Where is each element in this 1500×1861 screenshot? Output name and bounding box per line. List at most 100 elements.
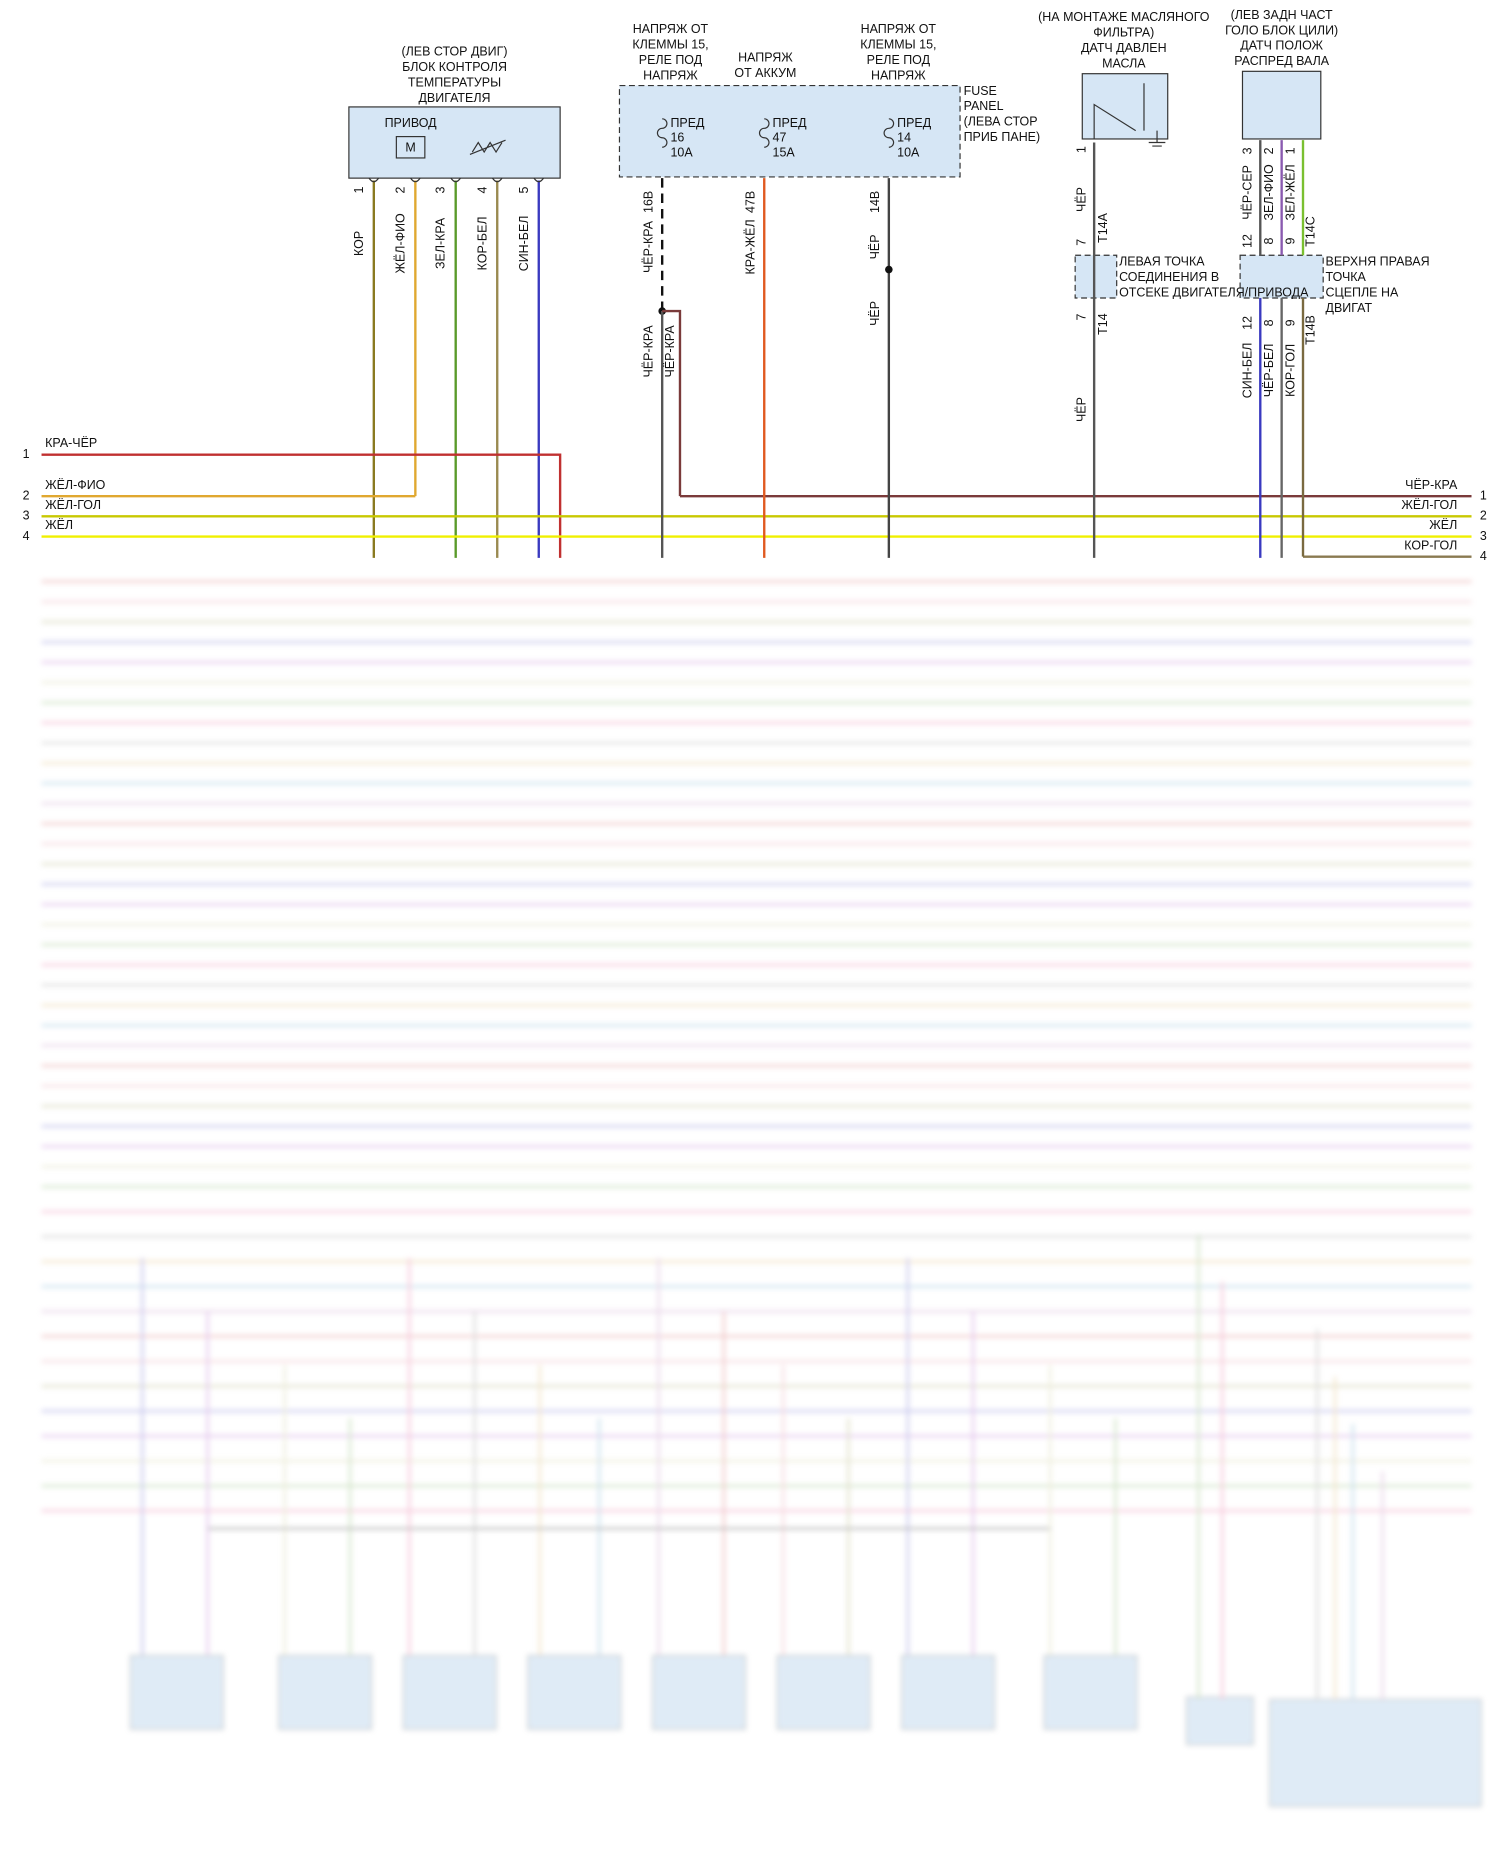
location: ФИЛЬТРА) — [1093, 26, 1154, 40]
connector-label: T14C — [1304, 216, 1318, 246]
motor-symbol — [395, 135, 426, 159]
fuse-pin: 14B — [868, 191, 882, 213]
blurred-box — [776, 1654, 871, 1730]
fuse-number: 16 — [670, 131, 684, 145]
pin-hook — [450, 177, 461, 183]
fuse-supply: НАПРЯЖ — [643, 68, 698, 82]
splice-name: ВЕРХНЯ ПРАВАЯ — [1326, 255, 1430, 269]
component-name: МАСЛА — [1102, 56, 1146, 70]
thermistor-symbol — [469, 139, 506, 155]
left-splice — [1074, 254, 1118, 299]
fuse-symbols — [656, 118, 895, 148]
fuse-supply: РЕЛЕ ПОД — [867, 53, 931, 67]
bus-pin: 2 — [23, 488, 30, 502]
pin-hook — [533, 177, 545, 183]
blurred-box — [1043, 1654, 1138, 1730]
fuse-panel-name: ПРИБ ПАНЕ) — [964, 130, 1041, 144]
blurred-box — [901, 1654, 996, 1730]
pin-hook — [491, 177, 503, 183]
splice-name: СОЕДИНЕНИЯ В — [1119, 270, 1219, 284]
pin-label: 3 — [1241, 147, 1255, 154]
fuse-rating: 10A — [897, 146, 920, 160]
connector-label: T14 — [1096, 313, 1110, 335]
splice-name: ТОЧКА — [1326, 270, 1367, 284]
fuse-number: 14 — [897, 131, 911, 145]
fuse-rating: 10A — [670, 146, 693, 160]
pin-label: 7 — [1075, 239, 1089, 246]
wire-label: ЗЕЛ-КРА — [434, 217, 448, 269]
pin-label: 7 — [1075, 313, 1089, 320]
bus-pin: 1 — [1480, 488, 1487, 502]
component-name: ДВИГАТЕЛЯ — [419, 91, 491, 105]
fuse-supply: НАПРЯЖ ОТ — [633, 22, 709, 36]
wire-label: КОР-БЕЛ — [475, 216, 489, 270]
fuse-label: ПРЕД — [897, 116, 932, 130]
pin-hook — [410, 177, 421, 183]
pin-hook — [368, 177, 380, 183]
wire-label: ЗЕЛ-ФИО — [1262, 164, 1276, 221]
bus-wire: ЖЁЛ — [45, 518, 73, 532]
pin-label: 2 — [393, 186, 407, 193]
bus-wire: ЖЁЛ-ГОЛ — [45, 498, 101, 512]
wire-label: ЧЁР-КРА — [663, 325, 677, 378]
connector-label: T14A — [1096, 212, 1110, 242]
switch-symbol — [1093, 83, 1166, 147]
wire-label: ЧЁР — [1075, 397, 1089, 422]
bus-pin: 4 — [23, 529, 30, 543]
wire-label: ЗЕЛ-ЖЁЛ — [1283, 164, 1297, 220]
bus-pin: 4 — [1480, 549, 1487, 563]
fuse-panel-name: (ЛЕВА СТОР — [964, 115, 1038, 129]
bus-wire: ЧЁР-КРА — [1405, 478, 1458, 492]
oil-pressure-sensor — [1081, 73, 1169, 140]
pin-label: 9 — [1283, 319, 1297, 326]
fuse-supply: НАПРЯЖ ОТ — [861, 22, 937, 36]
wire — [662, 309, 682, 497]
bus-wire: ЖЁЛ-ФИО — [45, 478, 106, 492]
components — [348, 70, 1324, 299]
blurred-area — [41, 580, 1482, 1807]
fuse-wire: ЧЁР-КРА — [641, 220, 655, 273]
pin-label: 8 — [1262, 237, 1276, 244]
fuse-rating: 15A — [773, 146, 796, 160]
component-name: ТЕМПЕРАТУРЫ — [408, 75, 501, 89]
fuse-number: 47 — [773, 131, 787, 145]
pin-label: 3 — [434, 186, 448, 193]
pin-label: 12 — [1241, 316, 1255, 330]
wire-label: ЧЁР-БЕЛ — [1262, 344, 1276, 398]
junction — [885, 265, 893, 274]
pin-label: 9 — [1283, 237, 1297, 244]
component-name: РАСПРЕД ВАЛА — [1234, 54, 1330, 68]
splice-name: ОТСЕКЕ ДВИГАТЕЛЯ/ПРИВОДА — [1119, 286, 1309, 300]
fuse-supply: НАПРЯЖ — [738, 51, 793, 65]
fuse-label: ПРЕД — [670, 116, 705, 130]
blurred-box — [402, 1654, 497, 1730]
fuse-panel — [618, 84, 961, 178]
component-name: ДАТЧ ДАВЛЕН — [1081, 41, 1167, 55]
bus-pin: 2 — [1480, 509, 1487, 523]
bus-wire: КРА-ЧЁР — [45, 436, 97, 450]
location: ГОЛО БЛОК ЦИЛИ) — [1225, 23, 1338, 37]
wires — [41, 140, 1472, 558]
blurred-box — [1269, 1698, 1482, 1807]
fuse-wire: ЧЁР — [868, 234, 882, 259]
pin-label: 4 — [475, 186, 489, 193]
fuse-supply: НАПРЯЖ — [871, 68, 926, 82]
fuse-pin: 16B — [641, 191, 655, 213]
wire-label: КОР-ГОЛ — [1283, 344, 1297, 397]
pin-label: 5 — [517, 186, 531, 193]
fuse-wire: КРА-ЖЁЛ — [743, 219, 757, 274]
pin-label: 2 — [1262, 147, 1276, 154]
location: (ЛЕВ СТОР ДВИГ) — [401, 45, 507, 59]
wire-label: КОР — [352, 231, 366, 256]
actuator-label: ПРИВОД — [385, 116, 438, 130]
engine-temp-block — [348, 106, 561, 179]
bus-wire: КОР-ГОЛ — [1404, 538, 1457, 552]
blurred-box — [527, 1654, 622, 1730]
blurred-box — [652, 1654, 746, 1730]
fuse-panel-name: PANEL — [964, 99, 1004, 113]
bus-wire: ЖЁЛ — [1429, 518, 1457, 532]
blurred-box — [278, 1654, 373, 1730]
pin-label: 8 — [1262, 319, 1276, 326]
